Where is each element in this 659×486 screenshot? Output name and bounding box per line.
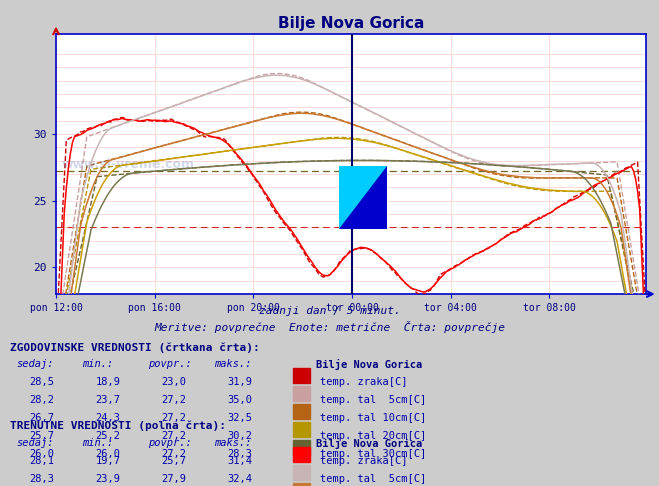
Text: 23,0: 23,0 bbox=[161, 377, 186, 387]
Text: Bilje Nova Gorica: Bilje Nova Gorica bbox=[316, 359, 422, 370]
Text: temp. tal 30cm[C]: temp. tal 30cm[C] bbox=[320, 449, 426, 459]
Text: ZGODOVINSKE VREDNOSTI (črtkana črta):: ZGODOVINSKE VREDNOSTI (črtkana črta): bbox=[10, 342, 260, 353]
Text: min.:: min.: bbox=[82, 438, 113, 448]
Text: temp. zraka[C]: temp. zraka[C] bbox=[320, 456, 407, 466]
Text: temp. zraka[C]: temp. zraka[C] bbox=[320, 377, 407, 387]
Text: 27,2: 27,2 bbox=[161, 395, 186, 405]
Text: 26,7: 26,7 bbox=[30, 413, 55, 423]
Bar bbox=[293, 465, 310, 480]
Text: 25,2: 25,2 bbox=[96, 431, 121, 441]
Text: 28,5: 28,5 bbox=[30, 377, 55, 387]
Bar bbox=[293, 483, 310, 486]
Text: 26,0: 26,0 bbox=[30, 449, 55, 459]
Text: 27,9: 27,9 bbox=[161, 474, 186, 484]
Text: 32,4: 32,4 bbox=[227, 474, 252, 484]
Text: 28,1: 28,1 bbox=[30, 456, 55, 466]
Text: zadnji dan / 5 minut.: zadnji dan / 5 minut. bbox=[258, 306, 401, 316]
Text: 23,7: 23,7 bbox=[96, 395, 121, 405]
Text: 27,2: 27,2 bbox=[161, 413, 186, 423]
Text: 28,2: 28,2 bbox=[30, 395, 55, 405]
Text: sedaj:: sedaj: bbox=[16, 359, 54, 369]
Bar bbox=[293, 386, 310, 401]
Text: TRENUTNE VREDNOSTI (polna črta):: TRENUTNE VREDNOSTI (polna črta): bbox=[10, 421, 226, 431]
Text: 35,0: 35,0 bbox=[227, 395, 252, 405]
Text: temp. tal  5cm[C]: temp. tal 5cm[C] bbox=[320, 395, 426, 405]
Text: povpr.:: povpr.: bbox=[148, 359, 192, 369]
Text: 31,9: 31,9 bbox=[227, 377, 252, 387]
Text: 30,2: 30,2 bbox=[227, 431, 252, 441]
Text: 27,2: 27,2 bbox=[161, 449, 186, 459]
Text: 26,0: 26,0 bbox=[96, 449, 121, 459]
Text: temp. tal  5cm[C]: temp. tal 5cm[C] bbox=[320, 474, 426, 484]
Text: povpr.:: povpr.: bbox=[148, 438, 192, 448]
Text: 28,3: 28,3 bbox=[30, 474, 55, 484]
Text: maks.:: maks.: bbox=[214, 438, 252, 448]
Text: sedaj:: sedaj: bbox=[16, 438, 54, 448]
Title: Bilje Nova Gorica: Bilje Nova Gorica bbox=[277, 17, 424, 32]
Bar bbox=[293, 447, 310, 462]
Text: Bilje Nova Gorica: Bilje Nova Gorica bbox=[316, 438, 422, 449]
Bar bbox=[293, 404, 310, 419]
Text: min.:: min.: bbox=[82, 359, 113, 369]
Text: Meritve: povprečne  Enote: metrične  Črta: povprečje: Meritve: povprečne Enote: metrične Črta:… bbox=[154, 321, 505, 333]
Text: 27,2: 27,2 bbox=[161, 431, 186, 441]
Text: www.si-vreme.com: www.si-vreme.com bbox=[62, 157, 195, 171]
Text: 25,7: 25,7 bbox=[30, 431, 55, 441]
Polygon shape bbox=[339, 166, 387, 229]
Text: temp. tal 10cm[C]: temp. tal 10cm[C] bbox=[320, 413, 426, 423]
Text: 24,3: 24,3 bbox=[96, 413, 121, 423]
Text: 18,9: 18,9 bbox=[96, 377, 121, 387]
Text: 28,3: 28,3 bbox=[227, 449, 252, 459]
Text: 32,5: 32,5 bbox=[227, 413, 252, 423]
Bar bbox=[293, 368, 310, 383]
Text: 25,7: 25,7 bbox=[161, 456, 186, 466]
Text: maks.:: maks.: bbox=[214, 359, 252, 369]
Bar bbox=[293, 440, 310, 455]
Text: 19,7: 19,7 bbox=[96, 456, 121, 466]
Polygon shape bbox=[339, 166, 363, 197]
Bar bbox=[293, 422, 310, 437]
Polygon shape bbox=[339, 166, 387, 229]
Text: temp. tal 20cm[C]: temp. tal 20cm[C] bbox=[320, 431, 426, 441]
Text: 23,9: 23,9 bbox=[96, 474, 121, 484]
Text: 31,4: 31,4 bbox=[227, 456, 252, 466]
